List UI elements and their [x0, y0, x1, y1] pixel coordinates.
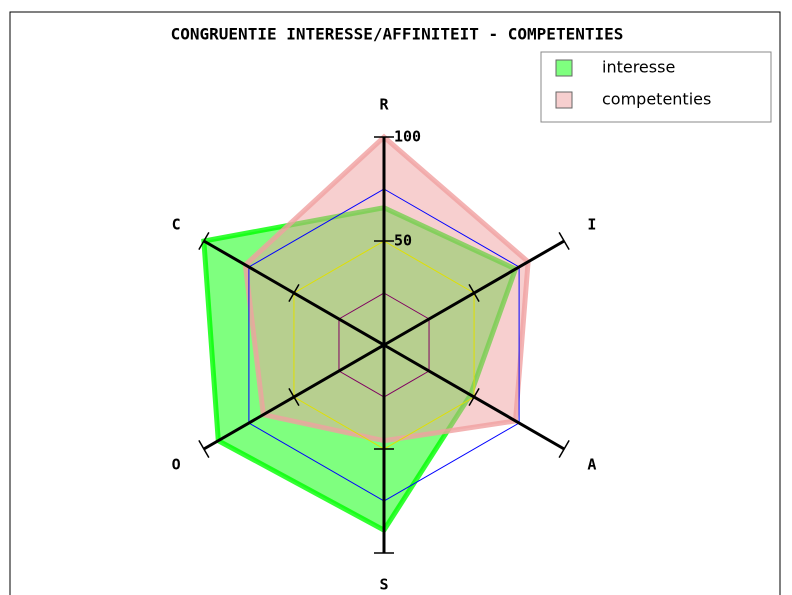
tick-mark [198, 439, 210, 459]
r-tick-label: 100 [394, 128, 421, 146]
tick-mark [558, 439, 570, 459]
legend-swatch [555, 59, 573, 77]
tick-mark [288, 387, 300, 407]
axis-label: O [172, 456, 181, 474]
legend [540, 51, 772, 123]
tick-mark [468, 387, 480, 407]
chart-title: CONGRUENTIE INTERESSE/AFFINITEIT - COMPE… [171, 25, 624, 44]
legend-label: competenties [602, 90, 711, 109]
tick-mark [198, 231, 210, 251]
axis-label: I [587, 216, 596, 234]
axis-label: R [379, 96, 389, 114]
tick-mark [288, 283, 300, 303]
r-tick-label: 50 [394, 232, 412, 250]
tick-mark [468, 283, 480, 303]
legend-swatch [555, 91, 573, 109]
axis-label: A [587, 456, 596, 474]
axis-label: C [172, 216, 181, 234]
tick-mark [558, 231, 570, 251]
legend-label: interesse [602, 58, 675, 77]
axis-label: S [379, 576, 388, 594]
